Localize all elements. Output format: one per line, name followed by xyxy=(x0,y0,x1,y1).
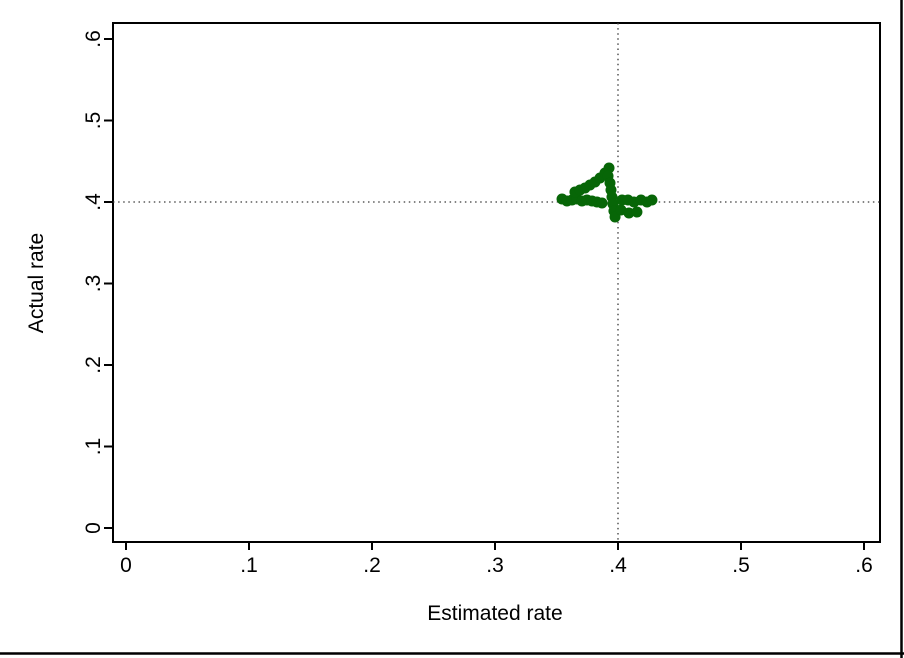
y-axis: 0 .1 .2 .3 .4 .5 .6 xyxy=(82,30,113,534)
scatter-point xyxy=(596,197,608,209)
y-tick-label: .2 xyxy=(82,356,105,374)
y-tick-label: .5 xyxy=(82,112,105,130)
scatter-points xyxy=(556,162,658,223)
reference-lines xyxy=(113,23,880,542)
y-axis-title: Actual rate xyxy=(25,233,48,333)
x-axis-title: Estimated rate xyxy=(427,602,562,625)
x-tick-label: .6 xyxy=(855,554,873,577)
x-tick-label: 0 xyxy=(120,554,132,577)
x-tick-label: .4 xyxy=(609,554,627,577)
scatter-point xyxy=(646,194,658,206)
y-tick-label: .6 xyxy=(82,30,105,48)
scatter-point xyxy=(631,206,643,218)
x-tick-label: .5 xyxy=(732,554,750,577)
y-tick-label: .1 xyxy=(82,438,105,456)
plot-area xyxy=(112,22,881,543)
x-tick-label: .2 xyxy=(363,554,381,577)
x-tick-label: .1 xyxy=(240,554,258,577)
y-tick-label: .3 xyxy=(82,275,105,293)
x-axis: 0 .1 .2 .3 .4 .5 .6 xyxy=(120,542,873,577)
scatter-point xyxy=(603,162,615,174)
y-tick-label: 0 xyxy=(82,522,105,534)
y-tick-label: .4 xyxy=(82,193,105,211)
x-tick-label: .3 xyxy=(486,554,504,577)
scatter-point xyxy=(623,207,635,219)
